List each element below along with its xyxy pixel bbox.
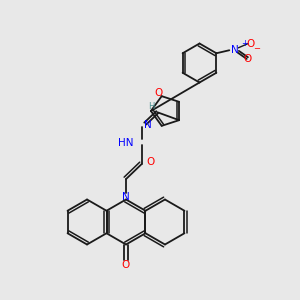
- Text: O: O: [154, 88, 162, 98]
- Text: O: O: [247, 39, 255, 49]
- Text: N: N: [122, 192, 130, 202]
- Text: N: N: [230, 45, 238, 55]
- Text: H: H: [148, 102, 154, 111]
- Text: O: O: [146, 157, 154, 167]
- Text: O: O: [244, 54, 252, 64]
- Text: O: O: [122, 260, 130, 271]
- Text: N: N: [144, 120, 152, 130]
- Text: +: +: [241, 39, 248, 48]
- Text: HN: HN: [118, 138, 133, 148]
- Text: −: −: [254, 44, 260, 53]
